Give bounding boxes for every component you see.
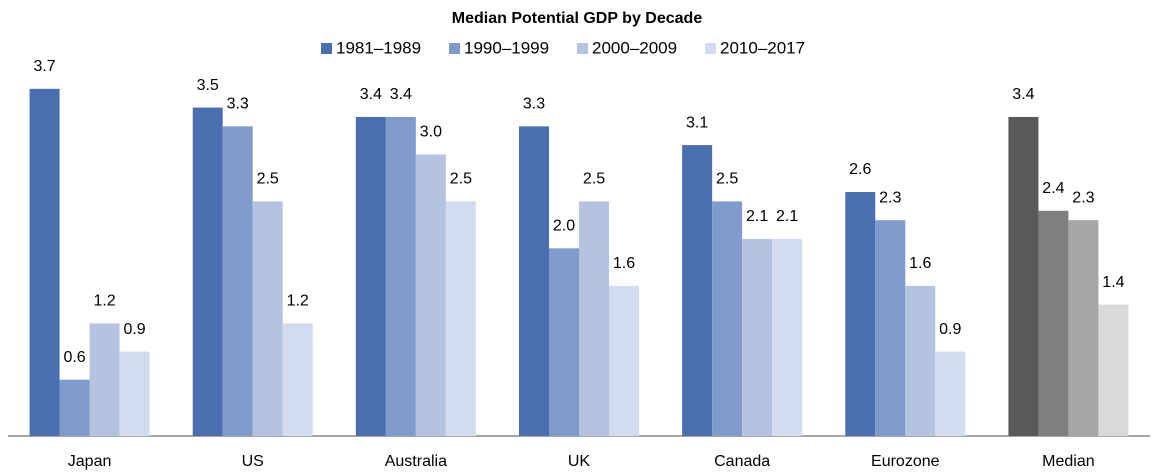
value-label: 1.2 xyxy=(287,293,309,310)
value-label: 2.5 xyxy=(716,171,738,188)
legend-swatch xyxy=(321,43,332,54)
bar xyxy=(935,351,966,436)
bar xyxy=(1098,304,1129,436)
bar xyxy=(29,88,60,437)
value-label: 2.0 xyxy=(553,218,575,235)
value-label: 0.6 xyxy=(63,349,85,366)
legend-label: 1990–1999 xyxy=(464,38,549,57)
value-label: 1.4 xyxy=(1102,274,1124,291)
bar xyxy=(252,201,283,436)
bar xyxy=(579,201,609,436)
x-tick-label: Japan xyxy=(68,453,112,470)
bar xyxy=(445,201,476,436)
bar xyxy=(609,285,639,436)
chart-title: Median Potential GDP by Decade xyxy=(452,10,703,27)
value-label: 1.6 xyxy=(909,255,931,272)
bar xyxy=(59,379,90,436)
legend-label: 2010–2017 xyxy=(720,38,805,57)
bar xyxy=(712,201,743,436)
bar xyxy=(682,145,713,436)
bar xyxy=(772,238,803,436)
value-label: 1.2 xyxy=(93,293,115,310)
bar xyxy=(222,126,253,436)
value-label: 2.5 xyxy=(583,171,605,188)
value-label: 3.4 xyxy=(360,86,382,103)
bar xyxy=(385,116,416,436)
value-label: 2.1 xyxy=(746,208,768,225)
value-label: 2.3 xyxy=(879,189,901,206)
x-tick-label: UK xyxy=(568,453,591,470)
value-label: 2.5 xyxy=(450,171,472,188)
bar xyxy=(845,192,876,436)
bar xyxy=(89,323,120,436)
bar xyxy=(415,154,446,437)
x-tick-label: Canada xyxy=(714,453,770,470)
bar xyxy=(905,285,936,436)
value-label: 3.3 xyxy=(227,96,249,113)
bar xyxy=(355,116,386,436)
legend-label: 1981–1989 xyxy=(336,38,421,57)
value-label: 3.1 xyxy=(686,114,708,131)
value-label: 2.1 xyxy=(776,208,798,225)
value-label: 3.5 xyxy=(197,77,219,94)
bar xyxy=(1038,210,1069,436)
value-label: 2.4 xyxy=(1042,180,1064,197)
x-tick-label: Australia xyxy=(385,453,447,470)
bar xyxy=(549,248,579,436)
x-tick-label: US xyxy=(242,453,264,470)
value-label: 2.3 xyxy=(1072,189,1094,206)
bar xyxy=(1008,116,1039,436)
value-label: 3.0 xyxy=(420,124,442,141)
bar xyxy=(742,238,773,436)
bar xyxy=(282,323,313,436)
bar xyxy=(119,351,150,436)
value-label: 3.7 xyxy=(33,58,55,75)
value-label: 2.5 xyxy=(257,171,279,188)
value-label: 3.3 xyxy=(523,96,545,113)
bar xyxy=(1068,220,1099,436)
value-label: 0.9 xyxy=(123,321,145,338)
value-label: 1.6 xyxy=(613,255,635,272)
value-label: 2.6 xyxy=(849,161,871,178)
bar xyxy=(519,126,549,436)
legend-label: 2000–2009 xyxy=(592,38,677,57)
x-tick-label: Median xyxy=(1042,453,1094,470)
value-label: 0.9 xyxy=(939,321,961,338)
legend-swatch xyxy=(449,43,460,54)
bar xyxy=(875,220,906,436)
legend-swatch xyxy=(705,43,716,54)
legend-swatch xyxy=(577,43,588,54)
x-tick-label: Eurozone xyxy=(871,453,940,470)
bar xyxy=(192,107,223,437)
value-label: 3.4 xyxy=(1012,86,1034,103)
value-label: 3.4 xyxy=(390,86,412,103)
